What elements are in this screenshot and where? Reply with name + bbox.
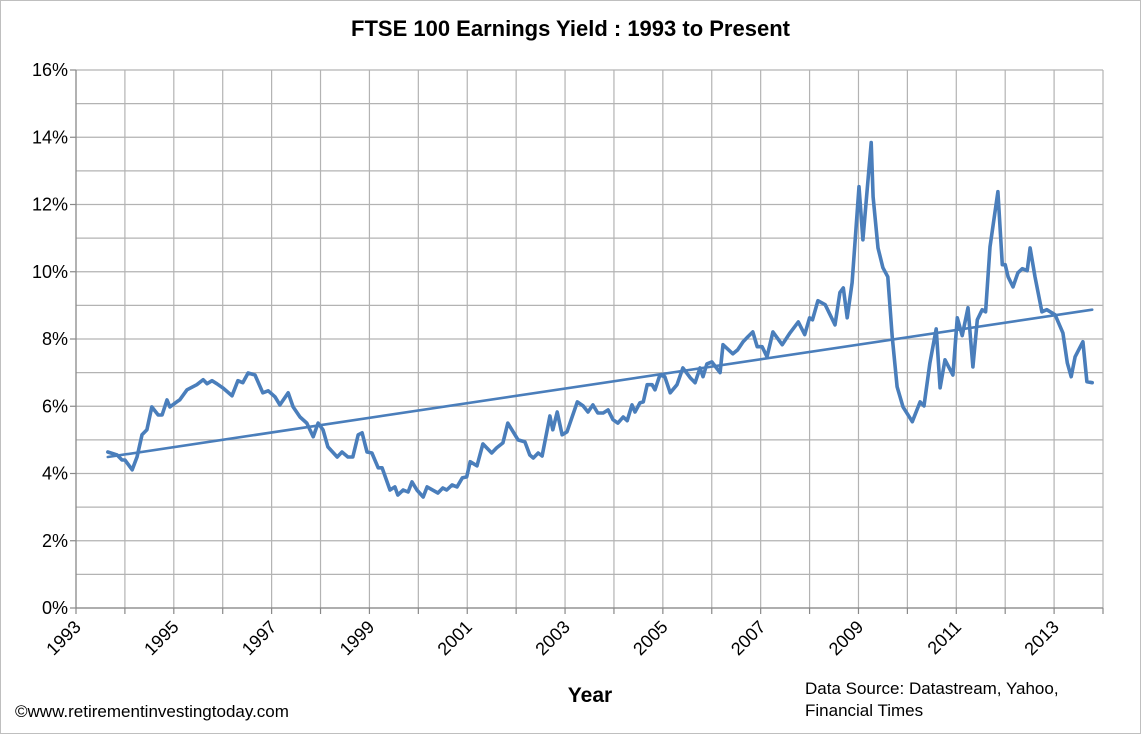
y-tick-label: 14% xyxy=(32,127,68,147)
x-axis-label: Year xyxy=(567,684,613,707)
x-tick-label: 1999 xyxy=(336,617,378,659)
x-tick-label: 1997 xyxy=(238,617,280,659)
x-tick-label: 1993 xyxy=(42,617,84,659)
x-tick-label: 2013 xyxy=(1020,617,1062,659)
earnings-yield-line xyxy=(106,140,1094,499)
x-tick-label: 2001 xyxy=(434,617,476,659)
y-tick-label: 2% xyxy=(42,531,68,551)
y-tick-label: 12% xyxy=(32,195,68,215)
copyright-note: ©www.retirementinvestingtoday.com xyxy=(15,702,289,721)
x-tick-label: 1995 xyxy=(140,617,182,659)
x-tick-label: 2003 xyxy=(531,617,573,659)
y-tick-label: 0% xyxy=(42,598,68,618)
trendline xyxy=(106,308,1094,459)
y-tick-label: 8% xyxy=(42,329,68,349)
x-tick-label: 2005 xyxy=(629,617,671,659)
x-tick-label: 2011 xyxy=(924,617,966,659)
y-tick-label: 10% xyxy=(32,262,68,282)
y-tick-label: 6% xyxy=(42,396,68,416)
data-source-note: Data Source: Datastream, Yahoo, Financia… xyxy=(805,678,1059,722)
data-source-line-2: Financial Times xyxy=(805,701,924,720)
chart-title: FTSE 100 Earnings Yield : 1993 to Presen… xyxy=(351,16,790,41)
x-tick-label: 2007 xyxy=(727,617,769,659)
x-tick-label: 2009 xyxy=(825,617,867,659)
data-source-line-1: Data Source: Datastream, Yahoo, xyxy=(805,679,1059,698)
y-tick-label: 4% xyxy=(42,464,68,484)
y-tick-label: 16% xyxy=(32,60,68,80)
